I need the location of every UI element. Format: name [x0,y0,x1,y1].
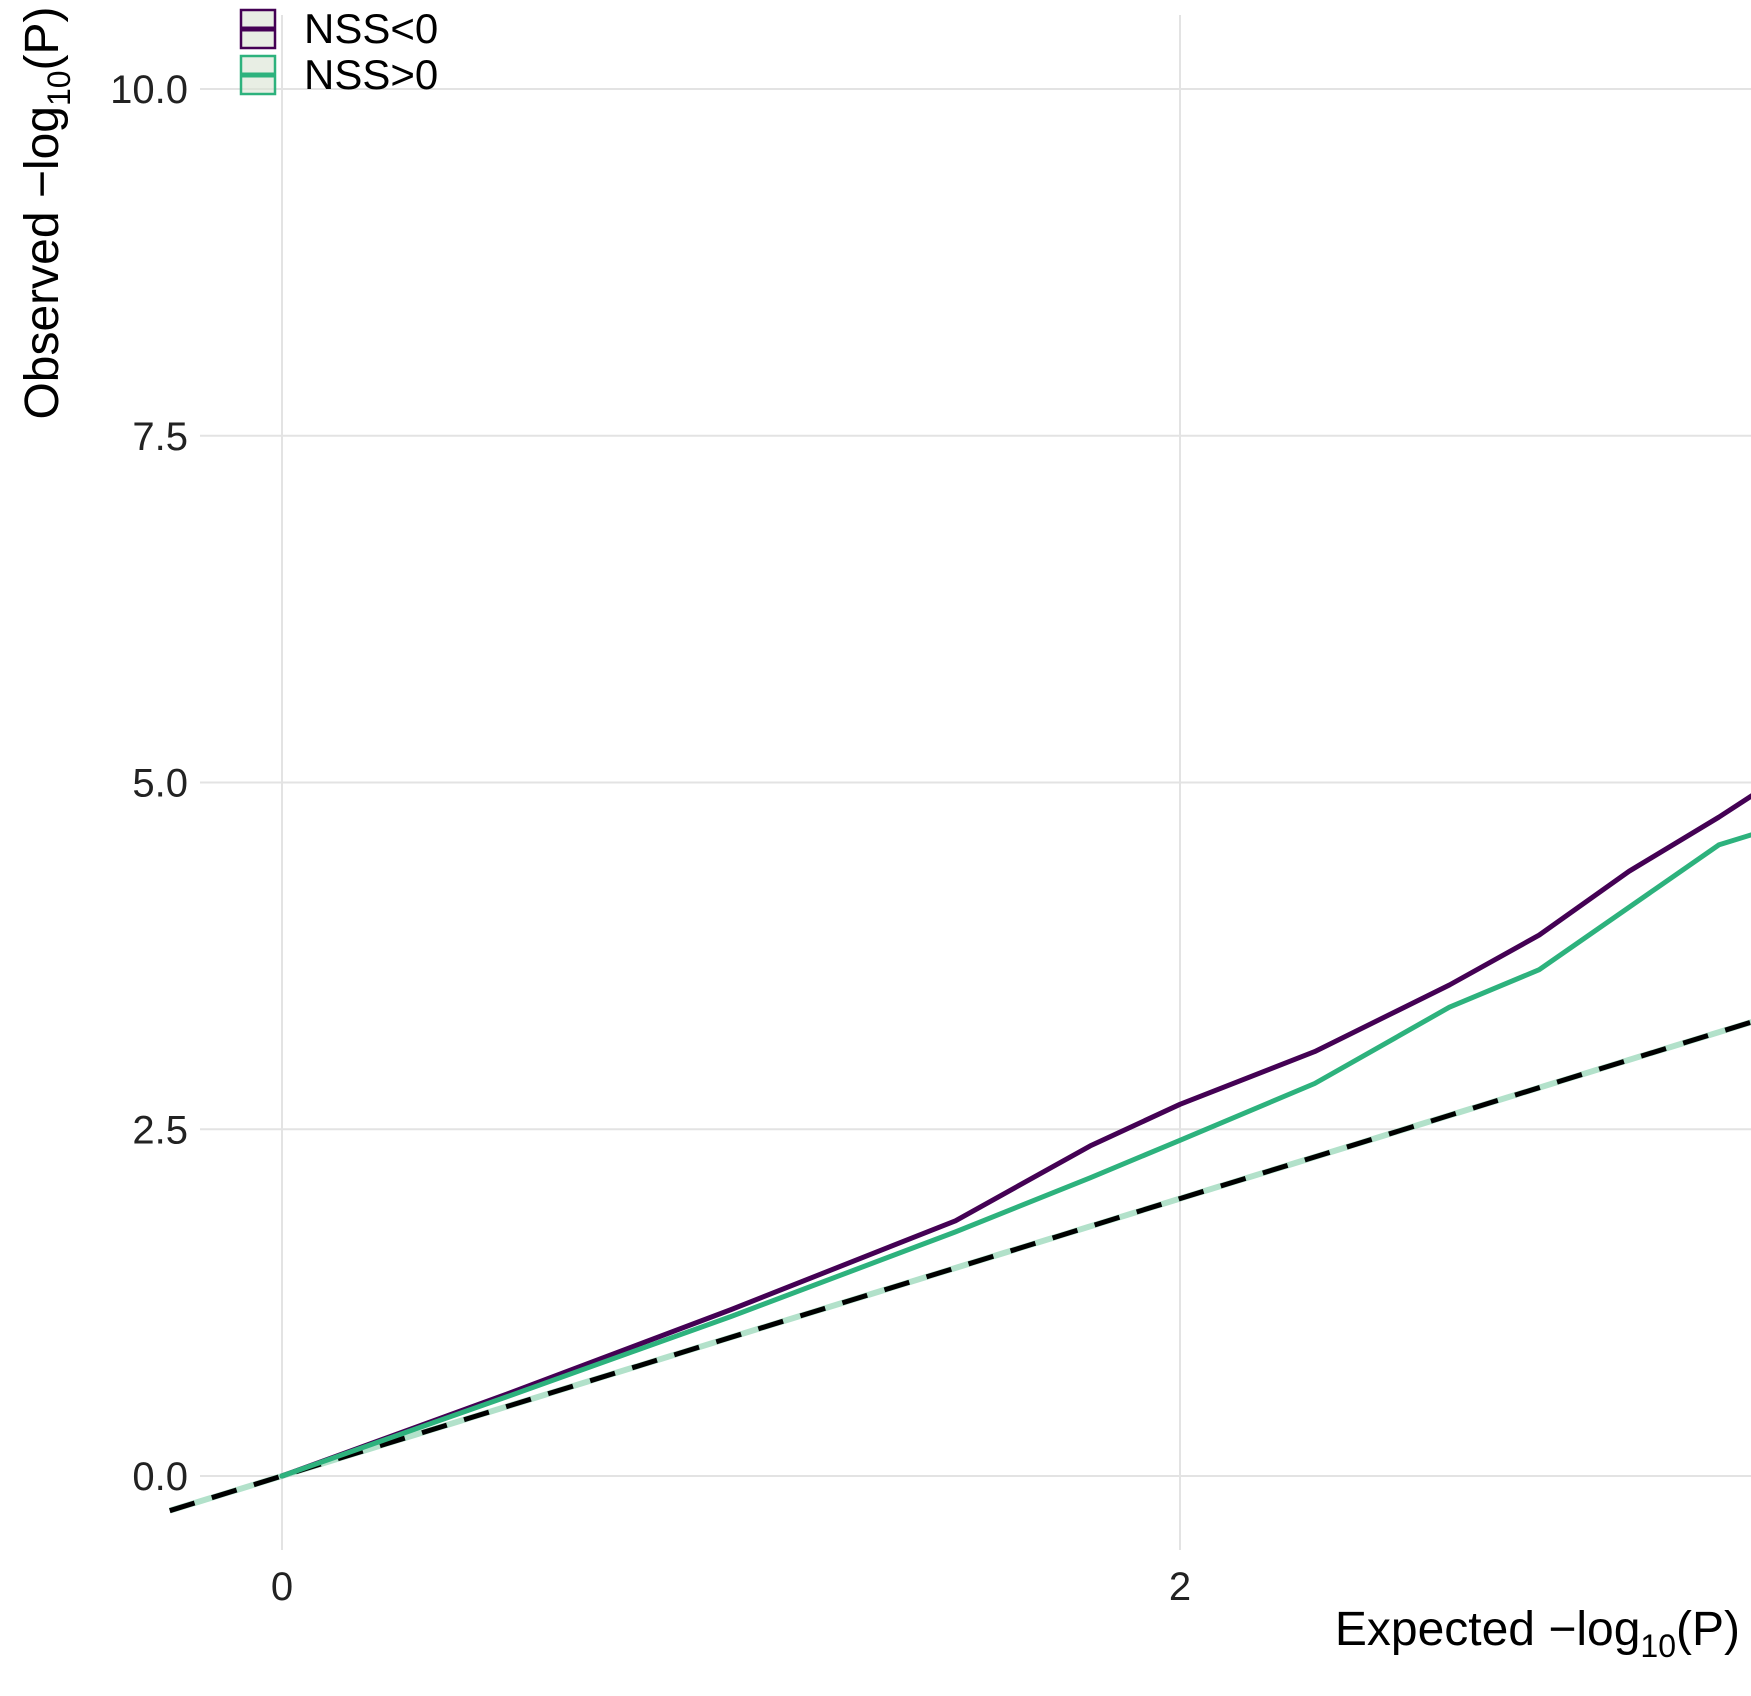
reference-line-shade [168,1019,1751,1514]
y-axis-title-end: (P) [16,6,69,70]
y-tick-label-2: 5.0 [132,762,188,806]
y-axis-title-subscript: 10 [41,70,77,106]
series-line-0 [279,793,1751,1479]
legend-label-0: NSS<0 [304,5,438,52]
y-tick-label-0: 0.0 [132,1455,188,1499]
x-axis-title-end: (P) [1676,1603,1740,1656]
y-tick-label-1: 2.5 [132,1108,188,1152]
x-axis-title-main: Expected −log [1335,1603,1641,1656]
x-axis-title-subscript: 10 [1640,1628,1676,1664]
grid-lines [200,15,1751,1550]
tick-labels: 02460.02.55.07.510.0 [110,68,1191,1609]
x-tick-label-1: 2 [1169,1565,1191,1609]
series-line-1 [279,832,1751,1479]
y-tick-label-3: 7.5 [132,415,188,459]
x-tick-label-0: 0 [271,1565,293,1609]
reference-line [169,1019,1751,1514]
y-tick-label-4: 10.0 [110,68,188,112]
y-axis-title: Observed −log10(P) [16,6,77,419]
legend-label-1: NSS>0 [304,51,438,98]
reference-line-layer [168,1019,1751,1514]
x-axis-title: Expected −log10(P) [1335,1603,1740,1664]
series-lines [279,793,1751,1479]
y-axis-title-main: Observed −log [16,106,69,420]
